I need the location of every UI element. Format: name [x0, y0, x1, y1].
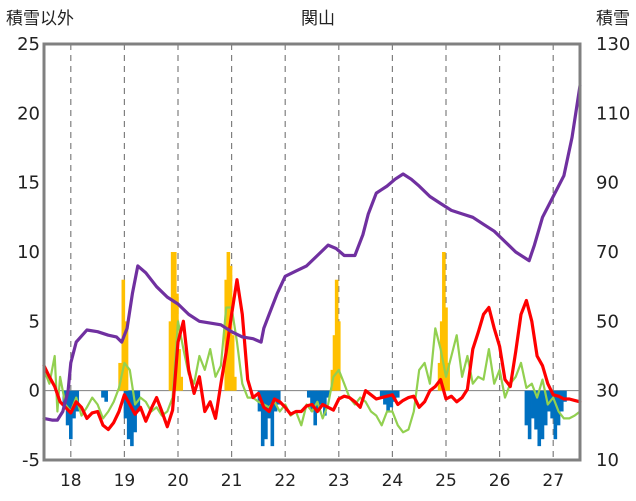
snow-depth-line	[42, 83, 582, 422]
negative-bar	[534, 390, 538, 430]
right-axis-label: 積雪	[596, 9, 630, 29]
precipitation-bar	[230, 335, 235, 391]
precipitation-bar	[224, 279, 229, 391]
negative-bar	[123, 390, 128, 419]
right-y-tick: 30	[596, 381, 619, 402]
precipitation-bar	[172, 252, 177, 391]
negative-bar	[323, 390, 327, 416]
right-y-tick: 50	[596, 311, 619, 332]
precipitation-bar	[442, 252, 446, 391]
right-y-tick: 70	[596, 242, 619, 263]
precipitation-bar	[226, 252, 231, 391]
precipitation-bar	[179, 376, 184, 391]
precipitation-bar	[337, 321, 341, 391]
right-y-tick: 110	[596, 103, 630, 124]
negative-bar	[264, 390, 268, 440]
left-y-tick: 10	[17, 242, 40, 263]
precipitation-bar	[332, 335, 337, 391]
x-tick-18: 18	[60, 471, 82, 491]
right-y-tick: 90	[596, 173, 619, 194]
precipitation-bar	[177, 349, 181, 391]
negative-bar	[559, 390, 564, 412]
series-lines	[42, 83, 582, 434]
x-tick-21: 21	[221, 471, 243, 491]
negative-bar	[389, 390, 394, 408]
x-tick-26: 26	[489, 471, 511, 491]
negative-bar	[563, 390, 567, 402]
negative-bar	[550, 390, 554, 419]
left-y-tick: 0	[29, 381, 40, 402]
negative-bar	[527, 390, 532, 440]
negative-bar	[543, 390, 548, 426]
x-tick-24: 24	[382, 471, 404, 491]
precipitation-bar	[170, 252, 175, 391]
red-series-line	[42, 278, 582, 432]
negative-bar	[130, 390, 134, 447]
negative-bar	[524, 390, 529, 426]
precipitation-bar	[334, 279, 339, 391]
negative-bar	[260, 390, 265, 447]
precipitation-bar	[124, 321, 129, 391]
right-y-tick: 10	[596, 450, 619, 471]
plot-border	[42, 42, 582, 462]
left-y-tick: 15	[17, 173, 40, 194]
precipitation-bar	[118, 362, 122, 391]
precipitation-bar	[437, 362, 442, 391]
negative-bar	[306, 390, 311, 398]
precipitation-bar	[233, 376, 237, 391]
x-tick-20: 20	[167, 471, 189, 491]
negative-bar	[101, 390, 105, 398]
x-tick-25: 25	[435, 471, 457, 491]
negative-bar	[537, 390, 542, 447]
negative-bar	[386, 390, 390, 412]
negative-bar	[276, 390, 281, 405]
negative-bar	[556, 390, 561, 426]
left-axis-label: 積雪以外	[6, 9, 74, 29]
negative-bar	[540, 390, 545, 440]
precipitation-bar	[168, 321, 173, 391]
negative-bar	[553, 390, 558, 440]
green-series-line	[42, 306, 582, 434]
negative-bar	[126, 390, 131, 440]
left-y-tick: -5	[22, 450, 40, 471]
tick-labels: 18 19 20 21 22 23 24 25 26 27 -5 0 5 10 15 20 25 10 30 50 70…	[17, 34, 630, 491]
precipitation-bar	[446, 362, 450, 391]
negative-bar	[326, 390, 330, 398]
x-tick-27: 27	[542, 471, 564, 491]
left-y-tick: 20	[17, 103, 40, 124]
left-y-tick: 25	[17, 34, 40, 55]
negative-bar	[270, 390, 275, 447]
negative-bar	[319, 390, 324, 405]
right-y-tick: 130	[596, 34, 630, 55]
negative-bar	[104, 390, 108, 402]
negative-bar	[267, 390, 271, 419]
negative-bar	[316, 390, 321, 412]
chart-title: 関山	[301, 9, 335, 29]
negative-bar	[310, 390, 314, 412]
negative-bar	[257, 390, 262, 412]
precipitation-bar	[444, 307, 448, 391]
x-tick-23: 23	[328, 471, 350, 491]
negative-bar	[547, 390, 551, 412]
x-tick-19: 19	[114, 471, 136, 491]
x-tick-22: 22	[274, 471, 296, 491]
negative-bar	[379, 390, 384, 398]
negative-bar	[69, 390, 73, 440]
left-y-tick: 5	[29, 311, 40, 332]
negative-bar	[531, 390, 535, 419]
negative-bar	[395, 390, 400, 398]
plot-frame	[42, 42, 582, 462]
